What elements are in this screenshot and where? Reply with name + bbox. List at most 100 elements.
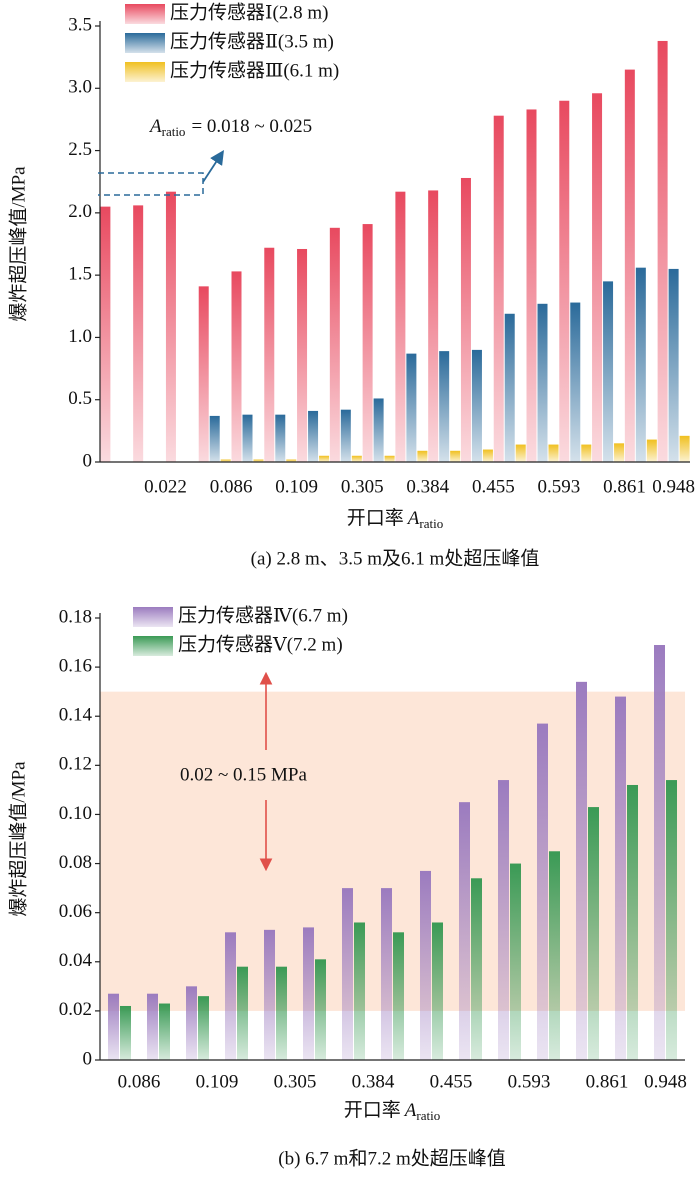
- xlabel-text: 开口率: [347, 507, 404, 529]
- x-tick-label: 0.384: [352, 1071, 395, 1092]
- symbol: A: [406, 508, 420, 529]
- symbol: A: [403, 1100, 417, 1121]
- band-layer: [100, 691, 685, 1011]
- bar: [354, 922, 365, 1060]
- y-tick-label: 0.08: [59, 852, 92, 873]
- x-tick-label: 0.305: [341, 476, 384, 497]
- y-tick-label: 0: [83, 1048, 93, 1069]
- bar: [581, 444, 592, 462]
- bar: [198, 996, 209, 1060]
- bar: [186, 986, 197, 1060]
- y-axis-title: 爆炸超压峰值/MPa: [7, 761, 29, 917]
- bar: [242, 414, 253, 462]
- bar: [393, 932, 404, 1060]
- y-tick-label: 3.5: [68, 14, 92, 35]
- y-tick-label: 0.18: [59, 606, 92, 627]
- caption: (a) 2.8 m、3.5 m及6.1 m处超压峰值: [251, 547, 540, 569]
- bar: [627, 784, 638, 1060]
- bar: [303, 927, 314, 1060]
- bar: [654, 645, 665, 1060]
- dashed-box: [98, 172, 204, 196]
- bar: [588, 807, 599, 1060]
- x-tick-label: 0.861: [603, 476, 646, 497]
- y-tick-label: 2.0: [68, 201, 92, 222]
- bar: [537, 723, 548, 1060]
- bar: [209, 415, 220, 462]
- y-tick-label: 0: [83, 450, 93, 471]
- x-tick-label: 0.593: [508, 1071, 551, 1092]
- bar: [165, 191, 176, 462]
- shaded-band: [100, 691, 685, 1011]
- subscript: ratio: [419, 516, 443, 531]
- x-tick-label: 0.022: [144, 476, 187, 497]
- bar: [108, 993, 119, 1060]
- annotation-arrow: [202, 149, 224, 183]
- bar: [504, 313, 515, 462]
- bar: [297, 248, 308, 462]
- y-tick-label: 0.02: [59, 999, 92, 1020]
- y-tick-label: 2.5: [68, 139, 92, 160]
- bar: [198, 286, 209, 462]
- bar: [362, 224, 373, 462]
- bar: [406, 353, 417, 462]
- y-tick-label: 0.04: [59, 950, 93, 971]
- bar: [315, 959, 326, 1060]
- legend-label: 压力传感器Ⅲ(6.1 m): [170, 59, 339, 81]
- bar: [510, 863, 521, 1060]
- x-tick-label: 0.861: [586, 1071, 629, 1092]
- bar: [384, 455, 395, 462]
- subscript: ratio: [162, 124, 186, 139]
- y-tick-label: 0.16: [59, 655, 92, 676]
- bar: [308, 410, 319, 462]
- bar: [635, 267, 646, 462]
- bar: [147, 993, 158, 1060]
- bar: [275, 414, 286, 462]
- bar: [624, 69, 635, 462]
- bar: [340, 409, 351, 462]
- x-axis-title: 开口率 Aratio: [344, 1099, 440, 1123]
- bar: [373, 398, 384, 462]
- x-axis-title: 开口率 Aratio: [347, 507, 443, 531]
- band-label: 0.02 ~ 0.15 MPa: [180, 764, 307, 785]
- bar: [329, 227, 340, 462]
- x-tick-label: 0.086: [210, 476, 253, 497]
- bar: [381, 888, 392, 1060]
- y-tick-label: 1.0: [68, 326, 92, 347]
- legend-swatch: [125, 62, 165, 82]
- bar: [319, 455, 330, 462]
- bar: [428, 190, 439, 463]
- plots: 0 0.5 1.0 1.5 2.0 2.5 3.0 3.5 压力传感器Ⅰ(2.8 m) 压力传感器…: [59, 1, 695, 1092]
- annotation-text: = 0.018 ~ 0.025: [191, 116, 312, 137]
- x-tick-label: 0.109: [275, 476, 318, 497]
- bar: [264, 929, 275, 1060]
- bar: [493, 115, 504, 462]
- bar: [471, 878, 482, 1060]
- bar: [576, 681, 587, 1060]
- x-tick-label: 0.948: [652, 476, 695, 497]
- y-tick-label: 0.5: [68, 388, 92, 409]
- legend-swatch: [133, 607, 173, 627]
- x-tick-label: 0.086: [118, 1071, 161, 1092]
- bar: [614, 443, 625, 462]
- bar: [432, 922, 443, 1060]
- bar: [225, 932, 236, 1060]
- legend-label: 压力传感器Ⅱ(3.5 m): [170, 30, 334, 52]
- bar: [471, 349, 482, 462]
- bar: [100, 206, 111, 462]
- legend-label: 压力传感器Ⅳ(6.7 m): [178, 604, 348, 626]
- bar: [679, 435, 690, 462]
- bar: [231, 271, 242, 462]
- bar: [450, 450, 461, 462]
- bar: [159, 1003, 170, 1060]
- x-tick-label: 0.948: [644, 1071, 687, 1092]
- bar: [615, 696, 626, 1060]
- bar: [237, 966, 248, 1060]
- annotation: Aratio = 0.018 ~ 0.025: [148, 116, 312, 139]
- bar: [559, 100, 570, 462]
- bar: [515, 444, 526, 462]
- bar: [537, 303, 548, 462]
- x-tick-label: 0.455: [472, 476, 515, 497]
- bar: [220, 459, 231, 462]
- bar: [351, 455, 362, 462]
- y-tick-label: 0.12: [59, 754, 92, 775]
